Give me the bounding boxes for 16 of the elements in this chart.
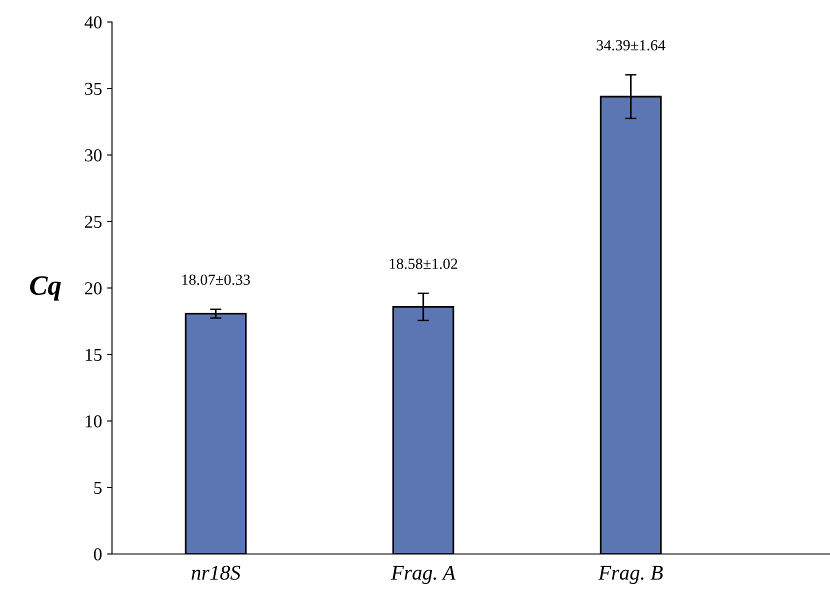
- y-axis-title: Cq: [30, 276, 61, 301]
- y-tick-label: 20: [85, 282, 102, 294]
- x-tick-label: Frag. A: [390, 566, 456, 584]
- data-label: 18.07±0.33: [182, 274, 250, 285]
- x-tick-label: nr18S: [192, 566, 240, 580]
- y-tick-label: 40: [84, 16, 102, 28]
- data-label: 34.39±1.64: [596, 40, 666, 50]
- y-tick-label: 0: [94, 548, 102, 560]
- y-tick-label: 10: [86, 415, 102, 428]
- x-tick-label: Frag. B: [598, 566, 663, 584]
- y-tick-label: 30: [85, 149, 102, 162]
- y-tick-label: 5: [94, 482, 102, 494]
- y-tick-label: 35: [85, 82, 102, 95]
- data-label: 18.58±1.02: [390, 258, 458, 270]
- y-tick-label: 15: [86, 348, 102, 361]
- y-tick-label: 25: [85, 216, 102, 228]
